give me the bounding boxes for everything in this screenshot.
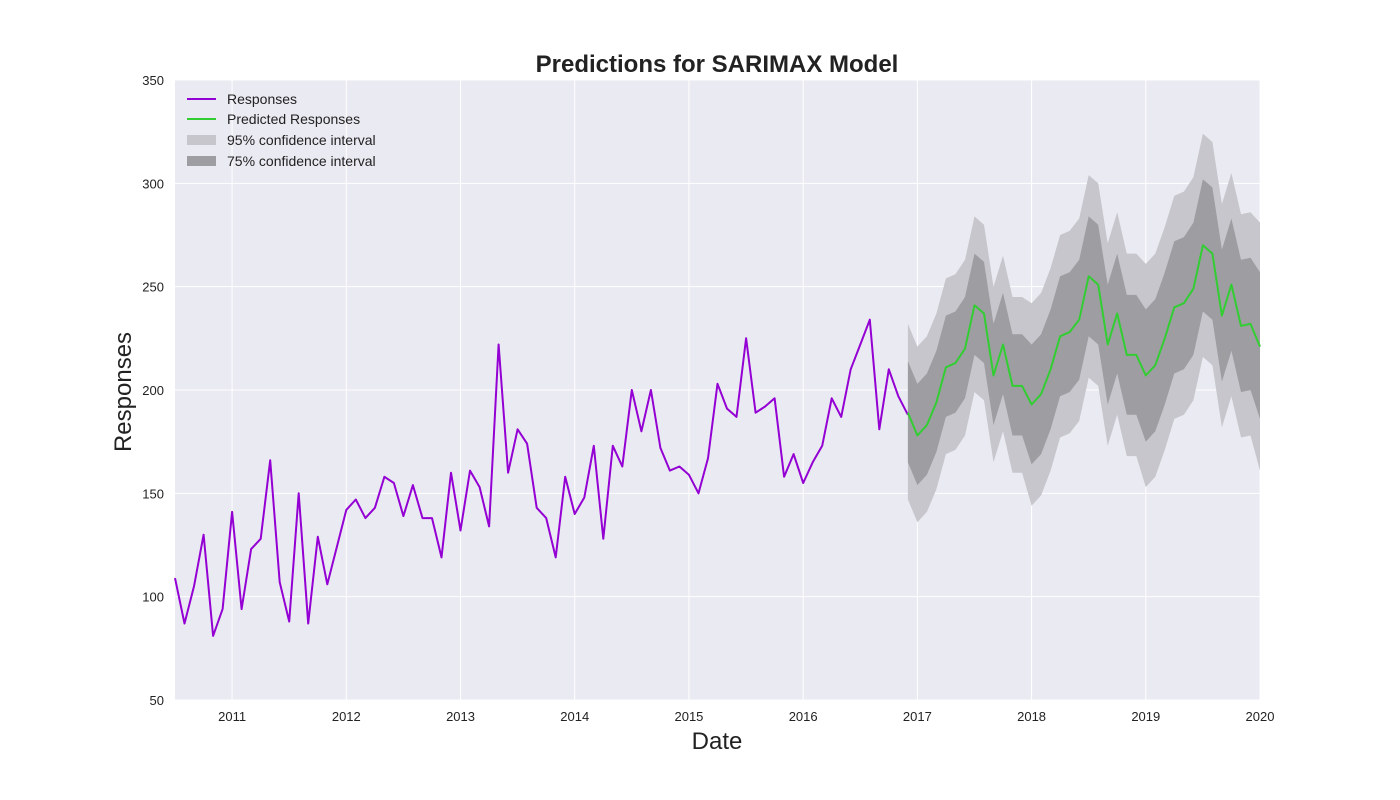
legend-label-responses: Responses (227, 91, 297, 107)
legend-swatch-ci95 (187, 135, 216, 145)
x-tick-label: 2019 (1131, 709, 1160, 724)
confidence-bands (907, 133, 1260, 523)
y-tick-label: 150 (142, 486, 164, 501)
legend-label-ci75: 75% confidence interval (227, 153, 376, 169)
x-tick-label: 2016 (789, 709, 818, 724)
x-tick-label: 2013 (446, 709, 475, 724)
y-tick-label: 100 (142, 590, 164, 605)
y-tick-label: 200 (142, 383, 164, 398)
y-axis-label: Responses (110, 332, 137, 452)
x-tick-label: 2011 (218, 709, 246, 724)
responses-line (174, 318, 909, 637)
y-tick-labels: 50 100 150 200 250 300 350 (142, 73, 164, 708)
y-tick-label: 50 (150, 693, 164, 708)
x-tick-label: 2020 (1246, 709, 1275, 724)
x-tick-label: 2012 (332, 709, 361, 724)
ci75-band (907, 179, 1260, 486)
legend-label-ci95: 95% confidence interval (227, 132, 376, 148)
predicted-responses-line (906, 244, 1261, 437)
x-tick-label: 2018 (1017, 709, 1046, 724)
legend-label-predicted: Predicted Responses (227, 111, 360, 127)
x-tick-label: 2014 (560, 709, 589, 724)
y-tick-label: 300 (142, 176, 164, 191)
x-tick-label: 2015 (674, 709, 703, 724)
chart-title: Predictions for SARIMAX Model (536, 51, 899, 78)
y-tick-label: 350 (142, 73, 164, 88)
x-axis-label: Date (692, 728, 743, 755)
y-tick-label: 250 (142, 280, 164, 295)
legend: Responses Predicted Responses 95% confid… (187, 91, 376, 169)
x-tick-label: 2017 (903, 709, 932, 724)
series-lines (174, 244, 1261, 637)
legend-swatch-ci75 (187, 156, 216, 166)
x-tick-labels: 2011 2012 2013 2014 2015 2016 2017 2018 2019 2020 (218, 709, 1274, 724)
